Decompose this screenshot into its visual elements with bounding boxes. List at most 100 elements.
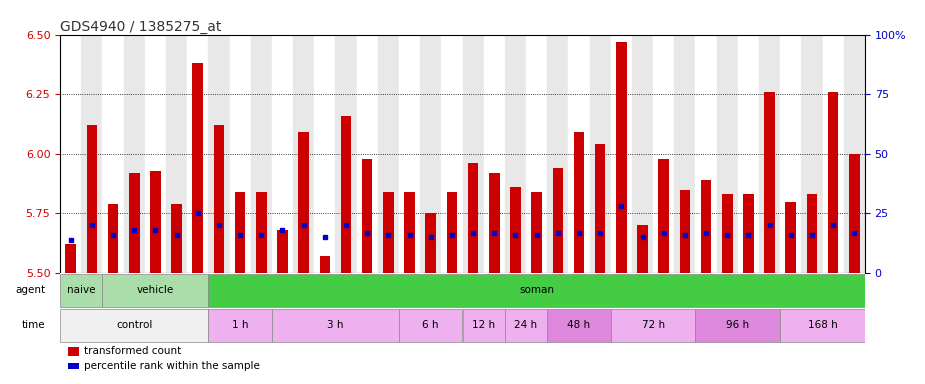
Bar [696,35,717,273]
Text: 48 h: 48 h [567,320,590,330]
Text: agent: agent [15,285,45,295]
Bar [531,192,542,273]
Bar [780,35,801,273]
Bar [548,35,568,273]
Bar [314,35,336,273]
Bar [849,154,859,273]
Bar [785,202,796,273]
Bar [674,35,696,273]
Bar [828,92,838,273]
Text: GDS4940 / 1385275_at: GDS4940 / 1385275_at [60,20,221,33]
Bar [208,35,229,273]
Bar [743,194,754,273]
Bar [722,194,733,273]
Bar [66,245,76,273]
Bar [780,309,865,342]
Text: 72 h: 72 h [642,320,665,330]
Bar [208,274,865,307]
Bar [574,132,585,273]
Text: control: control [116,320,153,330]
Bar [468,163,478,273]
Text: transformed count: transformed count [84,346,181,356]
Bar [150,170,161,273]
Text: vehicle: vehicle [137,285,174,295]
Text: time: time [21,320,45,330]
Bar [171,204,182,273]
Bar [362,159,373,273]
Bar [187,35,208,273]
Bar [484,35,505,273]
Text: 96 h: 96 h [726,320,749,330]
Bar [701,180,711,273]
Bar [595,144,606,273]
Bar [60,274,103,307]
Bar [738,35,759,273]
Bar [822,35,844,273]
Bar [68,363,79,369]
Bar [659,159,669,273]
Text: percentile rank within the sample: percentile rank within the sample [84,361,260,371]
Bar [420,35,441,273]
Bar [319,257,330,273]
Bar [759,35,780,273]
Bar [278,230,288,273]
Bar [844,35,865,273]
Bar [548,309,611,342]
Bar [272,309,399,342]
Bar [166,35,187,273]
Bar [108,204,118,273]
Bar [377,35,399,273]
Bar [383,192,394,273]
Bar [399,309,462,342]
Text: 24 h: 24 h [514,320,537,330]
Bar [208,309,272,342]
Bar [489,173,500,273]
Bar [256,192,266,273]
Bar [192,63,204,273]
Bar [589,35,610,273]
Bar [81,35,103,273]
Bar [807,194,817,273]
Bar [357,35,377,273]
Bar [505,309,548,342]
Bar [511,187,521,273]
Bar [60,35,81,273]
Bar [717,35,738,273]
Bar [462,35,484,273]
Bar [610,35,632,273]
Bar [145,35,166,273]
Bar [552,168,563,273]
Bar [505,35,526,273]
Text: 6 h: 6 h [423,320,439,330]
Bar [426,214,436,273]
Bar [616,42,626,273]
Bar [462,309,505,342]
Bar [340,116,352,273]
Bar [229,35,251,273]
Bar [610,309,696,342]
Bar [637,225,647,273]
Bar [632,35,653,273]
Bar [103,35,124,273]
Bar [447,192,457,273]
Bar [441,35,462,273]
Bar [129,173,140,273]
Bar [526,35,548,273]
Bar [293,35,315,273]
Bar [404,192,414,273]
Bar [336,35,357,273]
Bar [87,125,97,273]
Bar [68,346,79,356]
Bar [680,190,690,273]
Bar [214,125,224,273]
Bar [235,192,245,273]
Bar [801,35,822,273]
Bar [272,35,293,273]
Text: naive: naive [67,285,95,295]
Text: soman: soman [519,285,554,295]
Text: 1 h: 1 h [232,320,249,330]
Text: 3 h: 3 h [327,320,344,330]
Bar [60,309,208,342]
Bar [568,35,589,273]
Bar [696,309,780,342]
